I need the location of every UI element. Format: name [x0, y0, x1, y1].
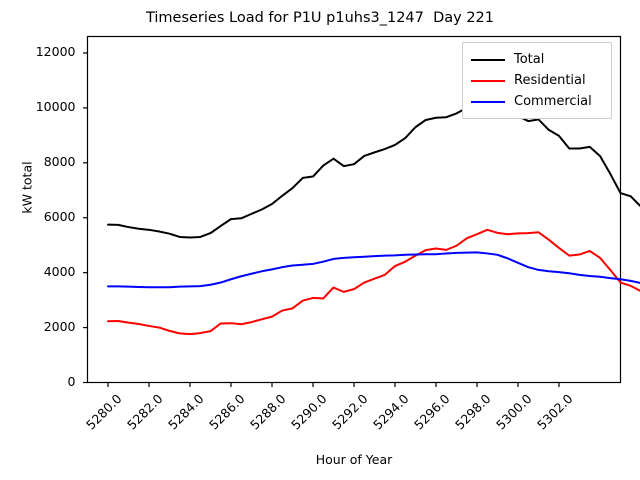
series-line-commercial — [107, 251, 640, 289]
y-tick-label: 4000 — [43, 263, 76, 279]
legend-swatch-residential — [471, 79, 505, 82]
series-line-residential — [107, 228, 640, 336]
y-tick-label: 10000 — [35, 98, 76, 114]
series-lines — [107, 100, 640, 336]
legend-entry-commercial[interactable]: Commercial — [471, 91, 603, 112]
legend-swatch-total — [471, 58, 505, 61]
y-tick-label: 12000 — [35, 43, 76, 59]
x-tick-marks — [107, 382, 560, 387]
legend-label-total: Total — [514, 52, 545, 67]
y-tick-label: 8000 — [43, 153, 76, 169]
y-tick-marks — [83, 52, 88, 384]
y-axis-label: kW total — [19, 161, 35, 214]
legend-entry-total[interactable]: Total — [471, 49, 603, 70]
legend-label-commercial: Commercial — [514, 94, 592, 109]
y-tick-label: 6000 — [43, 208, 76, 224]
chart-title: Timeseries Load for P1U p1uhs3_1247 Day … — [145, 10, 495, 26]
series-line-total — [107, 100, 640, 239]
y-tick-label: 2000 — [43, 318, 76, 334]
x-axis-label: Hour of Year — [315, 452, 393, 467]
legend-label-residential: Residential — [514, 73, 586, 88]
y-tick-label: 0 — [67, 373, 76, 389]
legend-entry-residential[interactable]: Residential — [471, 70, 603, 91]
legend-swatch-commercial — [471, 100, 505, 103]
legend: Total Residential Commercial — [462, 42, 612, 119]
